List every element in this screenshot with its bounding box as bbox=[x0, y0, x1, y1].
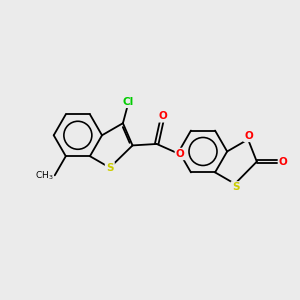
Text: O: O bbox=[244, 131, 253, 141]
Text: S: S bbox=[106, 163, 113, 173]
Text: CH$_3$: CH$_3$ bbox=[35, 169, 53, 182]
Text: S: S bbox=[232, 182, 239, 192]
Text: O: O bbox=[279, 157, 288, 166]
Text: O: O bbox=[176, 149, 184, 159]
Text: Cl: Cl bbox=[123, 97, 134, 107]
Text: O: O bbox=[159, 111, 167, 121]
